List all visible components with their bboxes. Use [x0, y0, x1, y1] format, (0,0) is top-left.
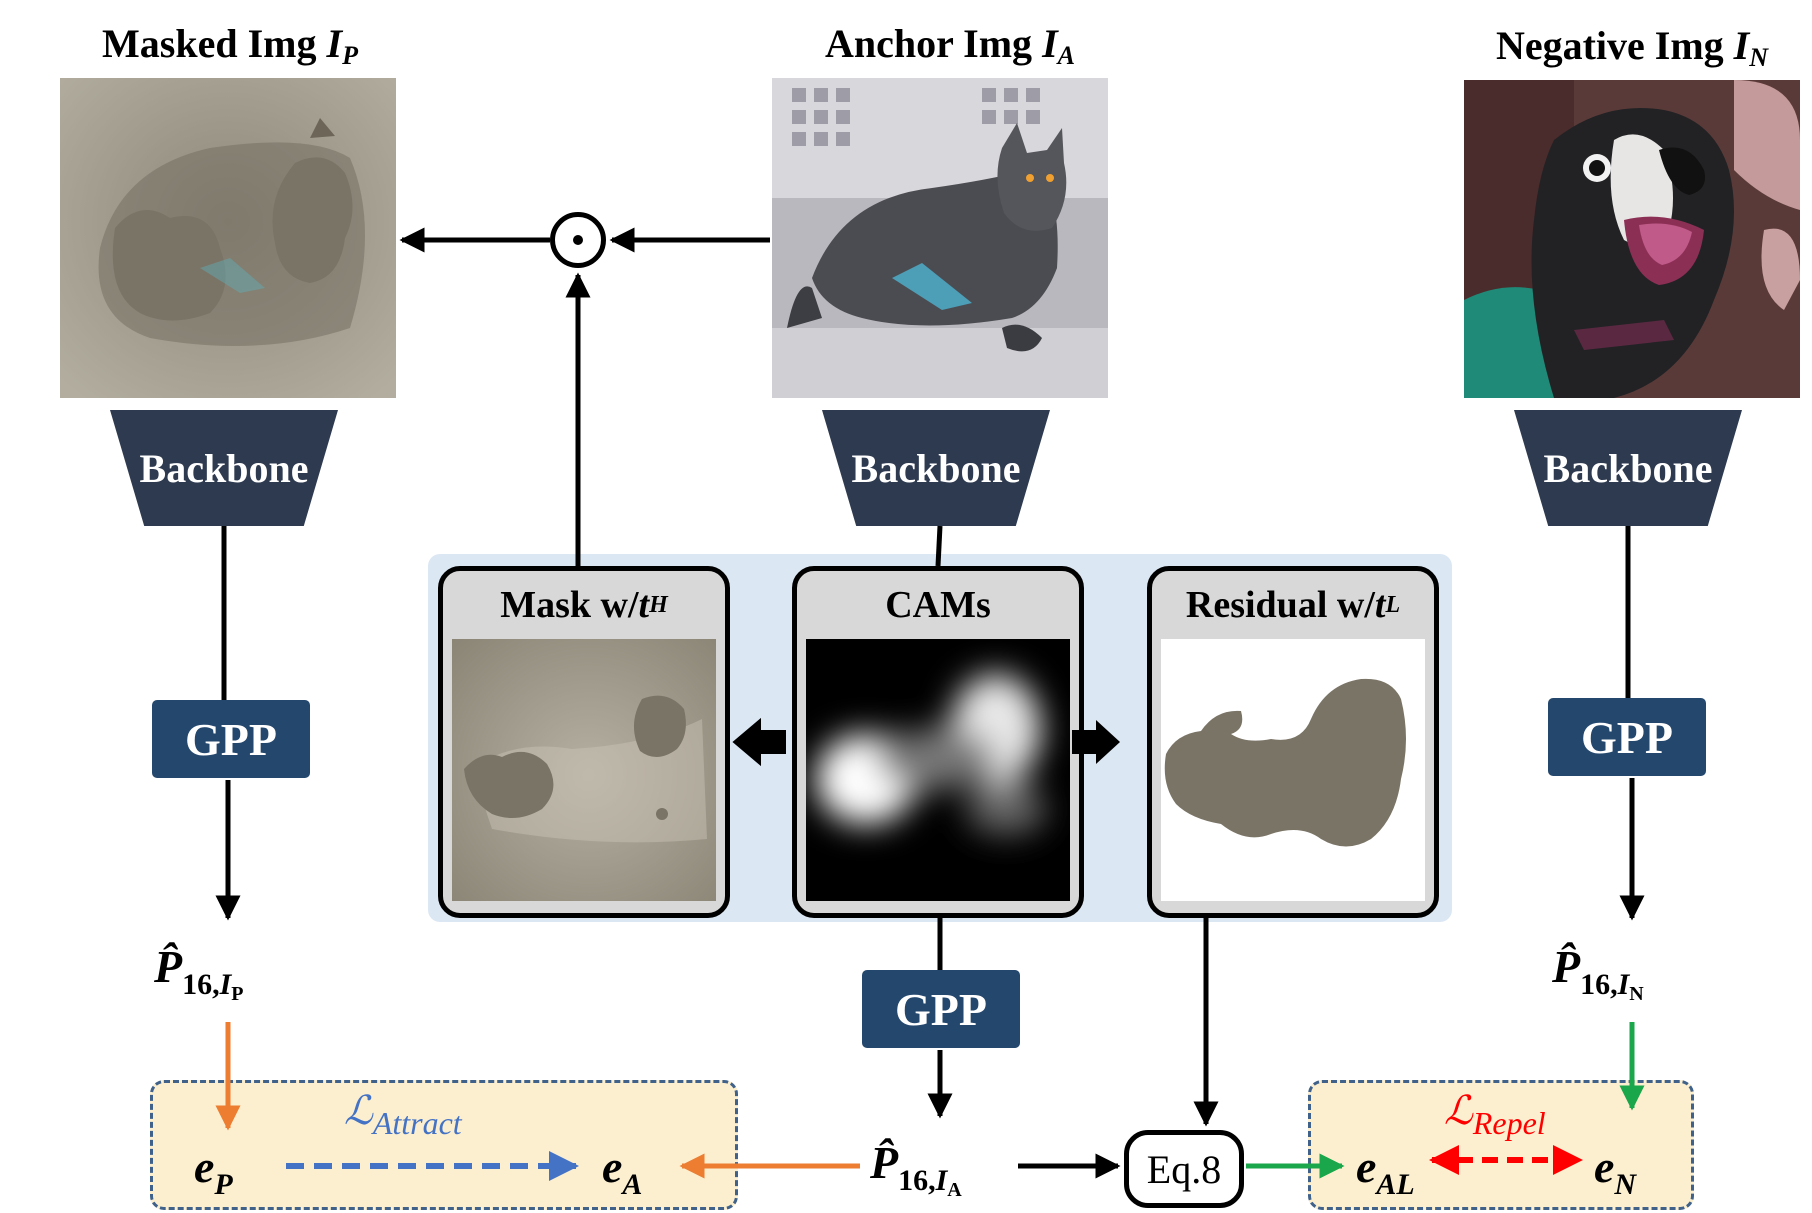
gpp-negative: GPP	[1548, 698, 1706, 776]
elementwise-product-operator	[550, 212, 606, 268]
masked-image	[60, 78, 396, 398]
attract-loss-label: ℒAttract	[344, 1088, 462, 1141]
mask-image	[452, 639, 716, 901]
attract-loss-region	[150, 1080, 738, 1210]
negative-image	[1464, 80, 1800, 398]
cams-image	[806, 639, 1070, 901]
e-n-label: eN	[1594, 1141, 1637, 1201]
cams-panel-title: CAMs	[885, 584, 991, 626]
p16-anchor-label: P̂16,IA	[870, 1137, 962, 1201]
cams-panel: CAMs	[792, 566, 1084, 918]
eq8-box: Eq.8	[1124, 1130, 1244, 1208]
residual-image	[1161, 639, 1425, 901]
gpp-anchor: GPP	[862, 970, 1020, 1048]
repel-loss-label: ℒRepel	[1444, 1088, 1546, 1141]
e-p-label: eP	[194, 1141, 233, 1201]
anchor-image	[772, 78, 1108, 398]
block-arrow-to-residual	[1096, 720, 1120, 764]
masked-image-title: Masked Img IP	[102, 21, 358, 70]
anchor-image-title: Anchor Img IA	[825, 21, 1075, 70]
p16-masked-label: P̂16,IP	[154, 941, 244, 1005]
negative-image-title: Negative Img IN	[1495, 23, 1769, 72]
masked-backbone: Backbone	[110, 410, 338, 526]
line-anchor-backbone-to-cams	[935, 525, 943, 567]
operator-dot	[573, 235, 583, 245]
gpp-masked: GPP	[152, 700, 310, 778]
e-al-label: eAL	[1356, 1141, 1415, 1201]
p16-negative-label: P̂16,IN	[1552, 941, 1644, 1005]
e-a-label: eA	[602, 1141, 643, 1201]
anchor-backbone: Backbone	[822, 410, 1050, 526]
negative-backbone: Backbone	[1514, 410, 1742, 526]
